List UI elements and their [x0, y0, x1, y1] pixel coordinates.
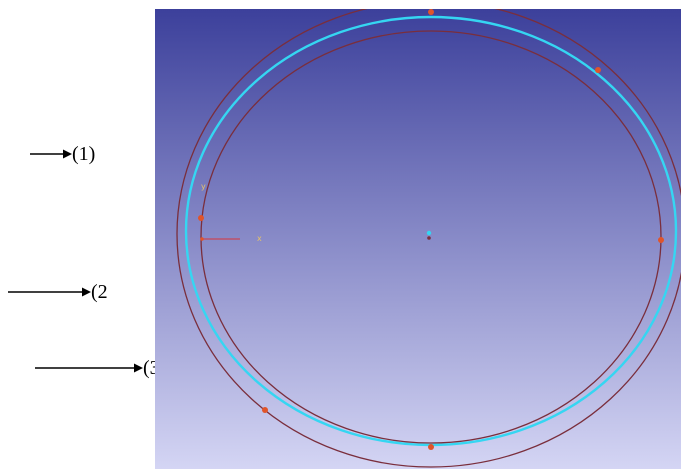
axis-origin	[200, 237, 204, 241]
viewport-canvas[interactable]: x y	[155, 9, 681, 469]
control-points	[198, 9, 664, 450]
center-point[interactable]	[426, 230, 432, 236]
center-point-marker	[427, 236, 431, 240]
outer-ring[interactable]	[176, 9, 681, 468]
coordinate-axes: x y	[200, 182, 262, 243]
control-point[interactable]	[428, 9, 434, 15]
control-point[interactable]	[595, 67, 601, 73]
control-point[interactable]	[428, 444, 434, 450]
control-point[interactable]	[198, 215, 204, 221]
control-point[interactable]	[658, 237, 664, 243]
callout-1-label: (1)	[72, 143, 96, 165]
callout-2: (2	[8, 282, 108, 302]
cad-viewport[interactable]: x y	[155, 9, 681, 469]
arrow-right-icon	[35, 363, 143, 373]
callout-1: (1)	[30, 144, 95, 164]
callout-2-label: (2	[91, 281, 108, 303]
arrow-right-icon	[30, 149, 72, 159]
y-axis-label: y	[201, 182, 206, 191]
control-point[interactable]	[262, 407, 268, 413]
callout-3: (3)	[35, 358, 166, 378]
arrow-right-icon	[8, 287, 91, 297]
x-axis-label: x	[257, 234, 262, 243]
